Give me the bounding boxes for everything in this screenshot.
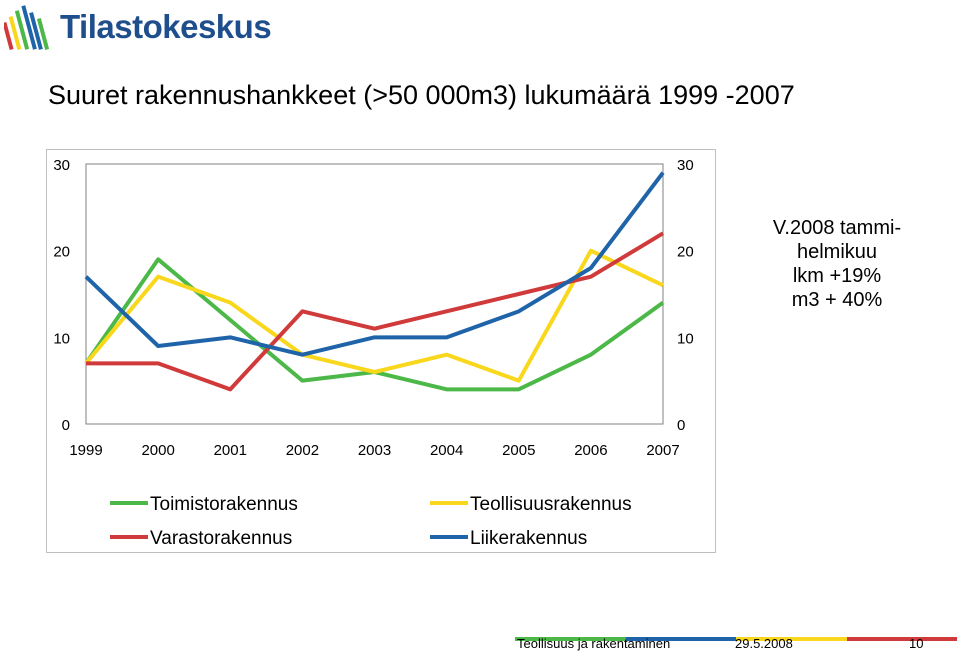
footer-bar-segment (736, 637, 847, 641)
footer-text: Teollisuus ja rakentaminen (517, 636, 671, 651)
series-line-liikerakennus (84, 171, 665, 357)
logo-mark-icon (2, 5, 50, 51)
y-tick-label-right: 30 (677, 157, 694, 174)
series-line-varastorakennus (86, 231, 665, 392)
y-tick-label-left: 20 (53, 244, 70, 261)
y-tick-label-right: 0 (677, 417, 685, 434)
logo-wordmark: Tilastokeskus (60, 8, 272, 45)
series-line-teollisuusrakennus (84, 248, 664, 383)
legend-label: Toimistorakennus (150, 494, 298, 515)
footer-page-number: 10 (909, 636, 924, 651)
footer-bar-segment (846, 637, 957, 641)
y-tick-label-left: 0 (62, 417, 70, 434)
x-tick-label: 2007 (646, 442, 679, 459)
chart-frame (46, 149, 716, 553)
y-tick-label-right: 10 (677, 330, 694, 347)
line-chart: 0 10 20 30 0 10 20 30 1999 2000 2001 2002 2003 2004 20… (53, 157, 694, 549)
x-tick-label: 2004 (430, 442, 463, 459)
tilastokeskus-logo: Tilastokeskus (2, 2, 272, 52)
x-tick-label: 2002 (286, 442, 319, 459)
x-tick-label: 2001 (214, 442, 247, 459)
x-tick-label: 2003 (358, 442, 391, 459)
legend-label: Varastorakennus (150, 528, 292, 549)
x-tick-label: 2006 (574, 442, 607, 459)
footer-color-bar (515, 628, 957, 641)
footer-bar-segment (625, 637, 736, 641)
note-line-2: helmikuu (796, 241, 878, 263)
y-tick-label-left: 30 (53, 157, 70, 174)
x-tick-label: 1999 (69, 442, 102, 459)
plot-area (85, 163, 664, 425)
x-tick-label: 2000 (141, 442, 174, 459)
y-tick-label-left: 10 (53, 330, 70, 347)
footer-bar-segment (515, 637, 626, 641)
footer-date: 29.5.2008 (735, 636, 793, 651)
note-line-1: V.2008 tammi- (772, 217, 902, 239)
legend-label: Liikerakennus (470, 528, 587, 549)
y-tick-label-right: 20 (677, 244, 694, 261)
annotation-note: V.2008 tammi- helmikuu lkm +19% m3 + 40% (754, 216, 920, 312)
x-tick-label: 2005 (502, 442, 535, 459)
note-line-4: m3 + 40% (791, 289, 883, 311)
note-line-3: lkm +19% (792, 265, 882, 287)
page-title: Suuret rakennushankkeet (>50 000m3) luku… (48, 80, 795, 110)
legend-label: Teollisuusrakennus (470, 494, 632, 515)
